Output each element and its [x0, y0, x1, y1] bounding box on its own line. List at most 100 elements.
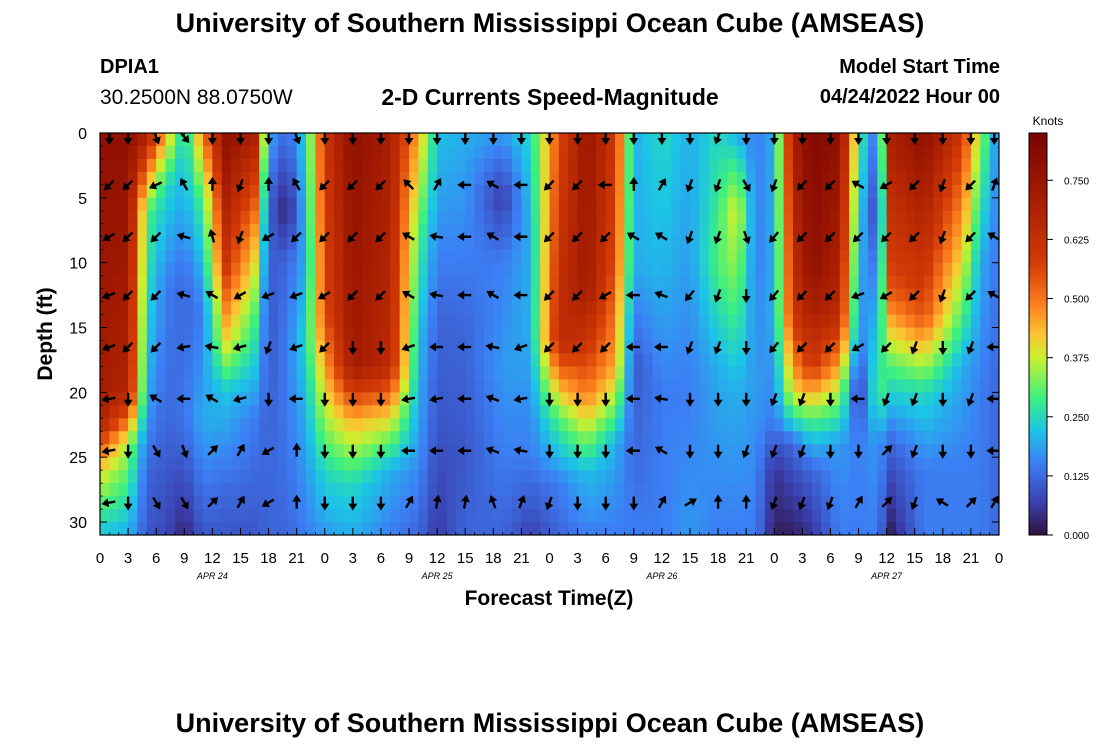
heatmap-cell [633, 171, 644, 186]
x-tick-label: 0 [995, 550, 1003, 567]
current-arrow [403, 179, 415, 190]
heatmap-cell [334, 444, 345, 458]
heatmap-cell [446, 418, 457, 432]
heatmap-cell [718, 340, 729, 355]
heatmap-cell [109, 522, 120, 535]
current-arrow [573, 392, 583, 407]
heatmap-cell [718, 223, 729, 238]
x-tick-label: 21 [513, 550, 530, 567]
heatmap-cell [549, 301, 560, 316]
heatmap-cell [371, 431, 382, 445]
heatmap-cell [867, 470, 878, 484]
heatmap-cell [867, 133, 878, 147]
heatmap-cell [811, 236, 822, 251]
heatmap-cell [867, 236, 878, 251]
heatmap-cell [371, 470, 382, 484]
heatmap-cell [193, 444, 204, 458]
heatmap-cell [746, 314, 757, 329]
current-arrow [881, 445, 893, 456]
current-arrow [796, 179, 808, 191]
x-tick-label: 9 [180, 550, 188, 567]
current-arrow [910, 496, 919, 511]
heatmap-cell [184, 262, 195, 277]
heatmap-cell [708, 418, 719, 432]
heatmap-cell [727, 197, 738, 212]
heatmap-cell [540, 197, 551, 212]
heatmap-cell [137, 340, 148, 355]
current-arrow [850, 394, 865, 404]
heatmap-cell [465, 158, 476, 173]
heatmap-cell [774, 496, 785, 510]
heatmap-cell [821, 457, 832, 471]
heatmap-cell [699, 496, 710, 510]
heatmap-cell [568, 236, 579, 251]
heatmap-cell [867, 275, 878, 290]
heatmap-cell [867, 418, 878, 432]
heatmap-cell [774, 197, 785, 212]
heatmap-cell [980, 133, 991, 147]
heatmap-cell [100, 470, 110, 484]
heatmap-cell [465, 184, 476, 199]
heatmap-cell [689, 431, 700, 445]
heatmap-cell [352, 392, 363, 406]
heatmap-cell [174, 133, 185, 147]
current-arrow [597, 180, 612, 190]
heatmap-cell [605, 145, 616, 160]
heatmap-cell [643, 249, 654, 264]
heatmap-cell [334, 379, 345, 393]
heatmap-cell [324, 379, 335, 393]
heatmap-cell [118, 431, 129, 445]
heatmap-cell [362, 418, 373, 432]
heatmap-cell [568, 509, 579, 523]
heatmap-cell [287, 171, 298, 186]
heatmap-cell [970, 379, 981, 393]
heatmap-cell [736, 171, 747, 186]
heatmap-cell [352, 405, 363, 419]
heatmap-cell [699, 275, 710, 290]
heatmap-cell [540, 171, 551, 186]
heatmap-cell [568, 171, 579, 186]
heatmap-cell [156, 275, 167, 290]
heatmap-cell [980, 457, 991, 471]
heatmap-cell [980, 236, 991, 251]
heatmap-cell [792, 184, 803, 199]
heatmap-cell [792, 197, 803, 212]
heatmap-cell [521, 470, 532, 484]
heatmap-cell [980, 275, 991, 290]
heatmap-cell [783, 340, 794, 355]
heatmap-cell [764, 184, 775, 199]
heatmap-cell [718, 133, 729, 147]
heatmap-cell [371, 171, 382, 186]
heatmap-cell [858, 288, 869, 303]
x-tick-label: 0 [545, 550, 553, 567]
heatmap-cell [184, 483, 195, 497]
heatmap-cell [493, 470, 504, 484]
heatmap-cell [409, 275, 419, 290]
heatmap-cell [540, 418, 551, 432]
heatmap-cell [502, 392, 513, 406]
heatmap-cell [886, 288, 897, 303]
heatmap-cell [324, 223, 335, 238]
heatmap-cell [970, 171, 981, 186]
current-arrow [235, 230, 245, 245]
x-tick-label: 6 [152, 550, 160, 567]
heatmap-cell [689, 223, 700, 238]
heatmap-cell [727, 522, 738, 535]
heatmap-cell [643, 509, 654, 523]
heatmap-cell [886, 171, 897, 186]
heatmap-cell [193, 483, 204, 497]
heatmap-cell [343, 444, 354, 458]
heatmap-cell [418, 236, 429, 251]
heatmap-cell [156, 171, 167, 186]
heatmap-cell [746, 158, 757, 173]
heatmap-cell [165, 366, 176, 380]
heatmap-cell [334, 522, 345, 535]
heatmap-cell [521, 275, 532, 290]
heatmap-cell [231, 418, 242, 432]
heatmap-cell [146, 457, 157, 471]
x-tick-label: 6 [602, 550, 610, 567]
heatmap-cell [830, 262, 841, 277]
heatmap-cell [792, 431, 803, 445]
current-arrow [205, 290, 219, 300]
heatmap-cell [633, 223, 644, 238]
